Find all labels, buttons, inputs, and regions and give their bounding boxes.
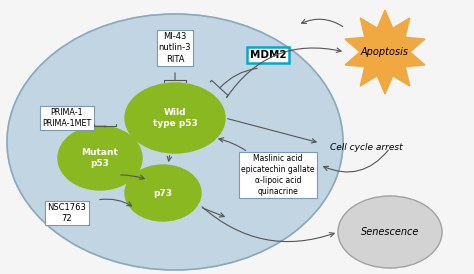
Ellipse shape bbox=[125, 83, 225, 153]
Text: PRIMA-1
PRIMA-1MET: PRIMA-1 PRIMA-1MET bbox=[42, 108, 91, 128]
Text: Cell cycle arrest: Cell cycle arrest bbox=[330, 144, 402, 153]
Text: Wild
type p53: Wild type p53 bbox=[153, 108, 197, 128]
Ellipse shape bbox=[58, 126, 142, 190]
Text: MDM2: MDM2 bbox=[250, 50, 286, 60]
Ellipse shape bbox=[7, 14, 343, 270]
Text: Maslinic acid
epicatechin gallate
α-lipoic acid
quinacrine: Maslinic acid epicatechin gallate α-lipo… bbox=[241, 154, 315, 196]
Ellipse shape bbox=[338, 196, 442, 268]
Ellipse shape bbox=[125, 165, 201, 221]
Text: Mutant
p53: Mutant p53 bbox=[82, 148, 118, 168]
Text: MI-43
nutlin-3
RITA: MI-43 nutlin-3 RITA bbox=[159, 32, 191, 64]
Polygon shape bbox=[345, 10, 425, 94]
Text: Apoptosis: Apoptosis bbox=[361, 47, 409, 57]
Text: Senescence: Senescence bbox=[361, 227, 419, 237]
Text: NSC1763
72: NSC1763 72 bbox=[47, 203, 86, 223]
Text: p73: p73 bbox=[154, 189, 173, 198]
